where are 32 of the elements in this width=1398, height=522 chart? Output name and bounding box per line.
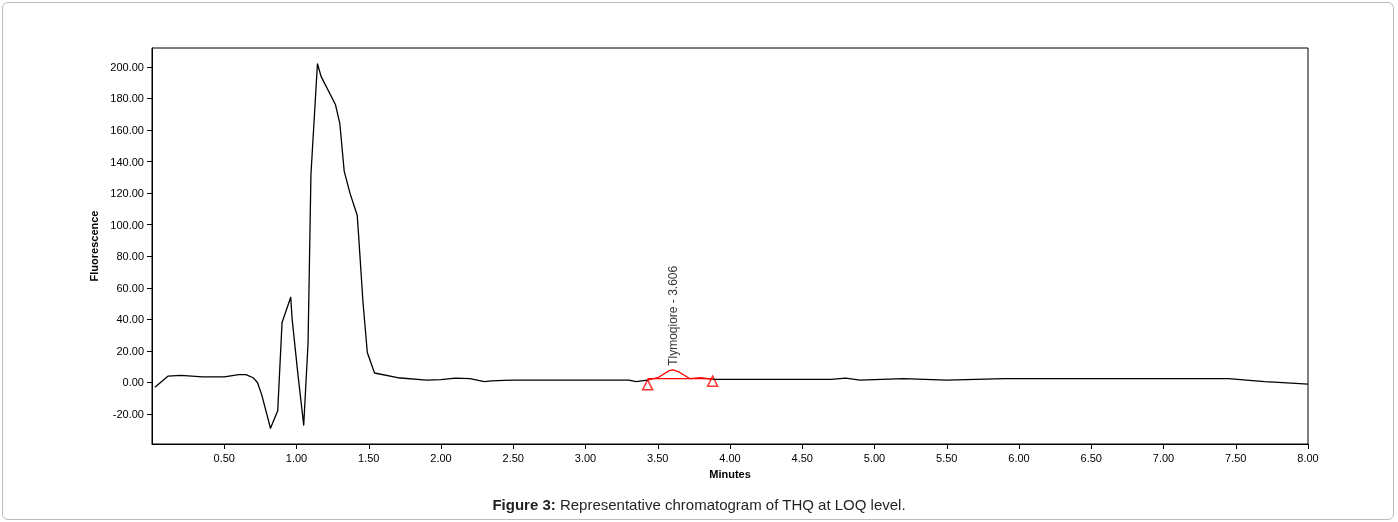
y-tick-label: 200.00 (110, 60, 144, 73)
y-tick-label: 140.00 (110, 155, 144, 168)
y-tick-label: 160.00 (110, 124, 144, 137)
x-tick-label: 2.00 (430, 451, 452, 464)
x-tick-label: 6.50 (1080, 451, 1102, 464)
y-tick-label: 120.00 (110, 187, 144, 200)
x-tick-label: 3.50 (647, 451, 669, 464)
x-tick-label: 6.00 (1008, 451, 1030, 464)
x-tick-label: 4.50 (791, 451, 813, 464)
text: Figure 3: Representative chromatogram of THQ at LOQ level. (492, 496, 906, 513)
x-tick-label: 1.00 (285, 451, 308, 464)
x-tick-label: 5.00 (863, 451, 886, 464)
x-tick-label: 4.00 (719, 451, 741, 464)
annotation: Tlymoqiore - 3.606 (666, 265, 681, 366)
y-axis-title: Fluorescence (87, 210, 100, 282)
y-tick-label: 180.00 (110, 92, 144, 105)
y-tick-label: 80.00 (116, 250, 144, 263)
x-tick-label: 7.50 (1225, 451, 1247, 464)
y-tick-label: 60.00 (116, 281, 144, 294)
x-tick-label: 8.00 (1297, 451, 1319, 464)
x-tick-label: 1.50 (358, 451, 380, 464)
y-tick-label: -20.00 (112, 408, 144, 421)
x-tick-label: 3.00 (574, 451, 597, 464)
x-tick-label: 2.50 (502, 451, 524, 464)
x-tick-label: 5.50 (936, 451, 958, 464)
x-tick-label: 7.00 (1152, 451, 1175, 464)
y-tick-label: 100.00 (110, 218, 144, 231)
x-tick-label: 0.50 (213, 451, 235, 464)
x-axis-title: Minutes (709, 467, 751, 480)
y-tick-label: 0.00 (122, 376, 144, 389)
y-tick-label: 20.00 (116, 344, 144, 357)
y-tick-label: 40.00 (116, 313, 144, 326)
